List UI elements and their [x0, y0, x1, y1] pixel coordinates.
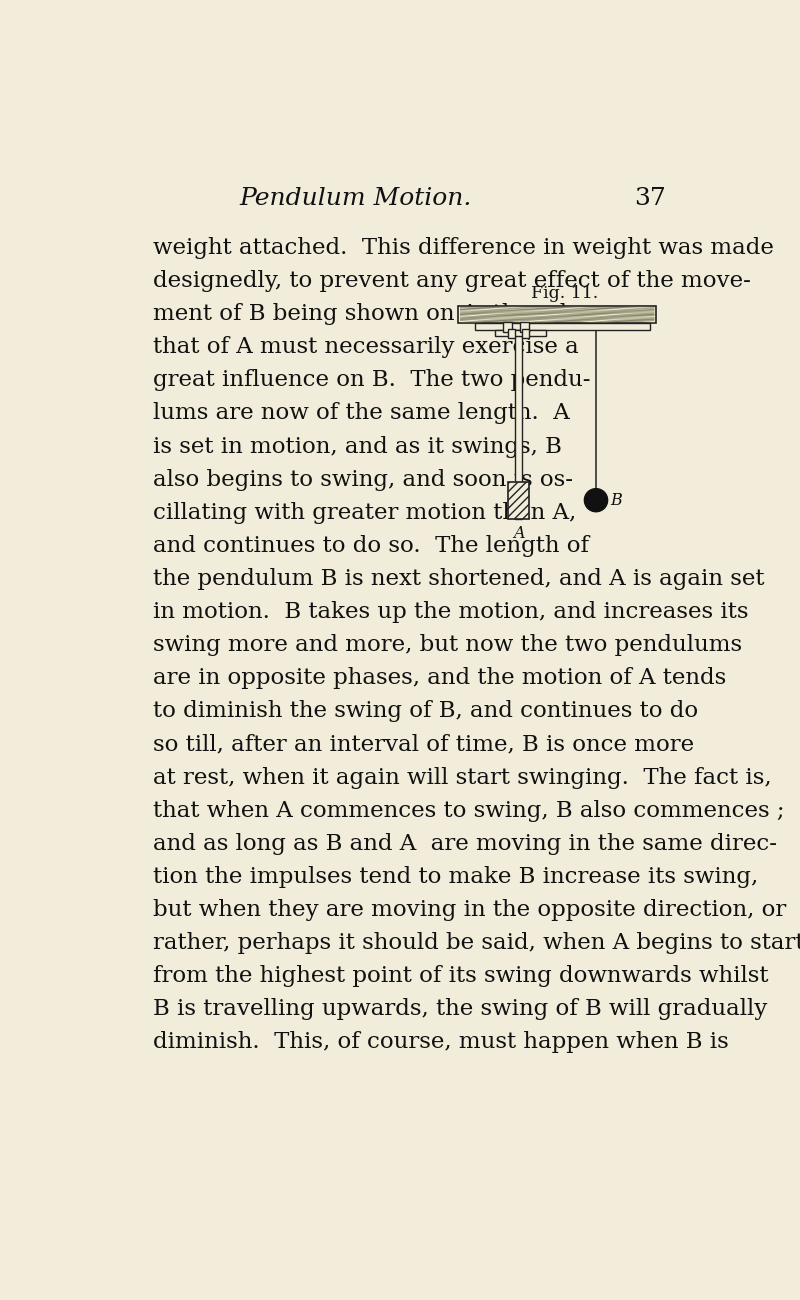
- Text: swing more and more, but now the two pendulums: swing more and more, but now the two pen…: [153, 634, 742, 656]
- Text: cillating with greater motion than A,: cillating with greater motion than A,: [153, 502, 576, 524]
- Bar: [509, 482, 529, 519]
- Text: and as long as B and A  are moving in the same direc-: and as long as B and A are moving in the…: [153, 833, 777, 855]
- Text: in motion.  B takes up the motion, and increases its: in motion. B takes up the motion, and in…: [153, 601, 748, 623]
- Text: is set in motion, and as it swings, B: is set in motion, and as it swings, B: [153, 436, 562, 458]
- Text: from the highest point of its swing downwards whilst: from the highest point of its swing down…: [153, 966, 768, 987]
- Circle shape: [584, 489, 608, 512]
- Text: weight attached.  This difference in weight was made: weight attached. This difference in weig…: [153, 237, 774, 259]
- Text: but when they are moving in the opposite direction, or: but when they are moving in the opposite…: [153, 900, 786, 922]
- Text: and continues to do so.  The length of: and continues to do so. The length of: [153, 534, 589, 556]
- Text: great influence on B.  The two pendu-: great influence on B. The two pendu-: [153, 369, 590, 391]
- Text: B is travelling upwards, the swing of B will gradually: B is travelling upwards, the swing of B …: [153, 998, 767, 1020]
- Text: that of A must necessarily exercise a: that of A must necessarily exercise a: [153, 337, 578, 359]
- Text: ment of B being shown on A, though: ment of B being shown on A, though: [153, 303, 574, 325]
- Text: designedly, to prevent any great effect of the move-: designedly, to prevent any great effect …: [153, 270, 750, 292]
- Bar: [503, 321, 511, 333]
- Text: that when A commences to swing, B also commences ;: that when A commences to swing, B also c…: [153, 800, 784, 822]
- Bar: [522, 329, 530, 338]
- Bar: [475, 324, 650, 330]
- Text: at rest, when it again will start swinging.  The fact is,: at rest, when it again will start swingi…: [153, 767, 771, 789]
- Text: Pendulum Motion.: Pendulum Motion.: [239, 187, 472, 209]
- Text: 37: 37: [634, 187, 666, 209]
- Text: to diminish the swing of B, and continues to do: to diminish the swing of B, and continue…: [153, 701, 698, 723]
- Bar: [515, 330, 522, 519]
- Text: are in opposite phases, and the motion of A tends: are in opposite phases, and the motion o…: [153, 667, 726, 689]
- Text: the pendulum B is next shortened, and A is again set: the pendulum B is next shortened, and A …: [153, 568, 764, 590]
- Text: tion the impulses tend to make B increase its swing,: tion the impulses tend to make B increas…: [153, 866, 758, 888]
- Text: Fig. 11.: Fig. 11.: [531, 285, 598, 302]
- Text: also begins to swing, and soon is os-: also begins to swing, and soon is os-: [153, 468, 573, 490]
- Text: so till, after an interval of time, B is once more: so till, after an interval of time, B is…: [153, 733, 694, 755]
- Bar: [508, 329, 515, 338]
- Text: diminish.  This, of course, must happen when B is: diminish. This, of course, must happen w…: [153, 1031, 729, 1053]
- Text: rather, perhaps it should be said, when A begins to start: rather, perhaps it should be said, when …: [153, 932, 800, 954]
- Text: lums are now of the same length.  A: lums are now of the same length. A: [153, 403, 570, 424]
- Text: B: B: [610, 491, 622, 508]
- Text: A: A: [513, 525, 524, 542]
- Bar: [458, 306, 657, 324]
- Bar: [495, 330, 546, 337]
- Bar: [520, 321, 529, 333]
